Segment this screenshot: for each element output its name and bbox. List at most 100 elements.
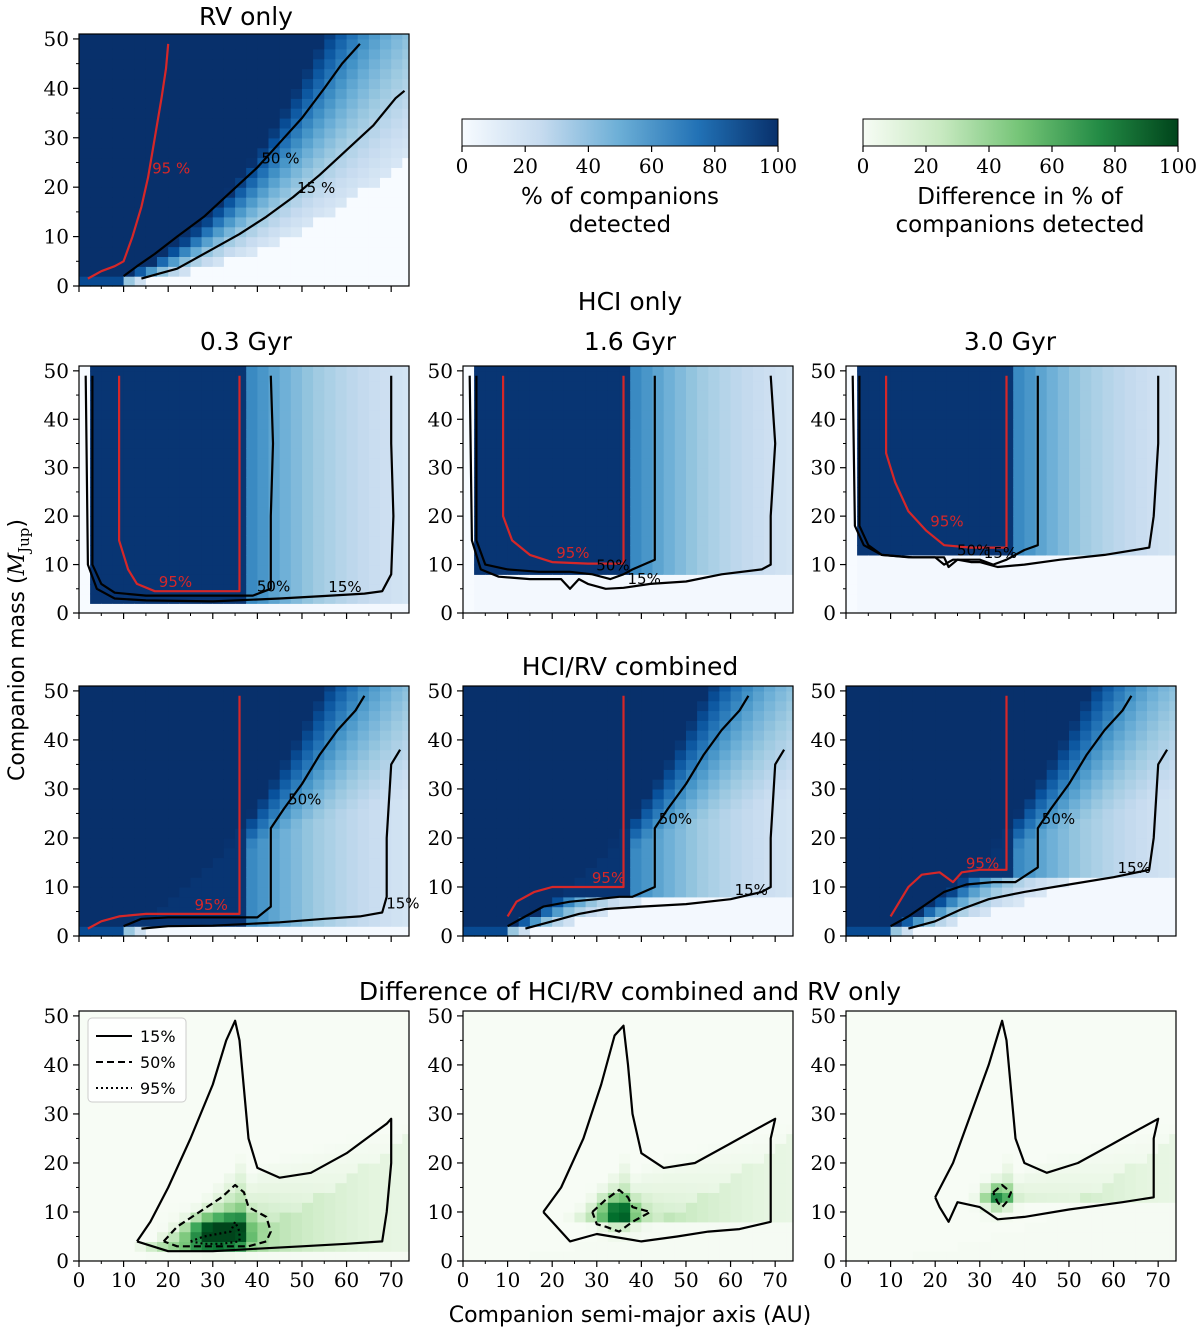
heatmap-cell — [674, 458, 687, 469]
heatmap-cell — [201, 370, 214, 382]
heatmap-cell — [786, 759, 794, 770]
heatmap-cell — [979, 487, 992, 498]
heatmap-cell — [1069, 525, 1081, 537]
heatmap-cell — [201, 690, 214, 702]
heatmap-cell — [123, 147, 136, 159]
heatmap-cell — [168, 118, 180, 129]
heatmap-cell — [391, 516, 403, 527]
heatmap-cell — [485, 429, 497, 440]
heatmap-cell — [518, 690, 531, 702]
heatmap-cell — [719, 788, 732, 800]
heatmap-cell — [708, 700, 720, 712]
heatmap-cell — [1057, 380, 1070, 391]
heatmap-cell — [335, 167, 348, 178]
heatmap-cell — [302, 448, 314, 459]
heatmap-cell — [719, 828, 732, 839]
heatmap-cell — [246, 506, 258, 517]
heatmap-cell — [201, 506, 214, 517]
heatmap-cell — [79, 147, 91, 159]
heatmap-cell — [708, 545, 720, 556]
heatmap-cell — [335, 808, 348, 819]
heatmap-cell — [730, 390, 743, 401]
heatmap-cell — [79, 516, 91, 527]
heatmap-cell — [279, 574, 292, 585]
heatmap-cell — [979, 564, 992, 575]
heatmap-cell — [380, 700, 392, 712]
heatmap-cell — [145, 366, 158, 372]
heatmap-cell — [946, 467, 958, 478]
heatmap-cell — [145, 545, 158, 556]
heatmap-cell — [979, 399, 992, 411]
heatmap-cell — [190, 749, 203, 761]
heatmap-cell — [719, 739, 732, 751]
heatmap-cell — [641, 535, 654, 546]
heatmap-cell — [268, 419, 281, 430]
heatmap-cell — [641, 808, 654, 819]
heatmap-cell — [223, 720, 236, 731]
heatmap-cell — [145, 157, 158, 168]
heatmap-cell — [357, 266, 370, 277]
heatmap-cell — [402, 246, 410, 257]
heatmap-cell — [775, 409, 787, 420]
heatmap-cell — [935, 564, 947, 575]
heatmap-cell — [463, 419, 475, 430]
heatmap-cell — [190, 206, 203, 218]
heatmap-cell — [268, 759, 281, 770]
heatmap-cell — [123, 429, 136, 440]
heatmap-cell — [846, 545, 858, 556]
heatmap-cell — [246, 535, 258, 546]
heatmap-cell — [324, 88, 336, 99]
heatmap-cell — [924, 564, 936, 575]
heatmap-cell — [541, 759, 553, 770]
heatmap-cell — [268, 266, 281, 277]
heatmap-cell — [1002, 399, 1014, 411]
heatmap-cell — [607, 867, 620, 878]
heatmap-cell — [979, 448, 992, 459]
heatmap-cell — [641, 818, 654, 829]
heatmap-cell — [518, 759, 531, 770]
heatmap-cell — [235, 739, 247, 751]
heatmap-cell — [596, 769, 609, 780]
heatmap-cell — [1080, 583, 1092, 595]
heatmap-cell — [346, 516, 359, 527]
heatmap-cell — [101, 216, 113, 228]
heatmap-cell — [946, 409, 958, 420]
heatmap-cell — [1102, 467, 1115, 478]
heatmap-cell — [112, 177, 125, 188]
heatmap-cell — [391, 730, 403, 741]
heatmap-cell — [257, 798, 270, 810]
heatmap-cell — [1147, 409, 1159, 420]
heatmap-cell — [764, 574, 776, 585]
heatmap-cell — [157, 68, 169, 80]
heatmap-cell — [235, 798, 247, 810]
heatmap-cell — [168, 818, 180, 829]
heatmap-cell — [541, 877, 553, 888]
heatmap-cell — [157, 256, 169, 267]
heatmap-cell — [507, 593, 520, 604]
heatmap-cell — [246, 187, 258, 198]
heatmap-cell — [652, 739, 665, 751]
heatmap-cell — [145, 739, 158, 751]
heatmap-cell — [335, 759, 348, 770]
heatmap-cell — [1057, 409, 1070, 420]
heatmap-cell — [112, 583, 125, 595]
heatmap-cell — [764, 409, 776, 420]
heatmap-cell — [485, 516, 497, 527]
heatmap-cell — [357, 535, 370, 546]
heatmap-cell — [786, 847, 794, 859]
heatmap-cell — [1091, 593, 1103, 604]
heatmap-cell — [935, 545, 947, 556]
heatmap-cell — [518, 779, 531, 790]
heatmap-cell — [290, 157, 303, 168]
heatmap-cell — [201, 38, 214, 50]
heatmap-cell — [346, 256, 359, 267]
heatmap-cell — [357, 390, 370, 401]
heatmap-cell — [90, 916, 102, 927]
heatmap-cell — [145, 78, 158, 89]
heatmap-cell — [1158, 370, 1170, 382]
heatmap-cell — [1046, 593, 1059, 604]
heatmap-cell — [313, 187, 325, 198]
heatmap-cell — [619, 686, 631, 692]
heatmap-cell — [1035, 419, 1048, 430]
heatmap-cell — [663, 554, 676, 566]
